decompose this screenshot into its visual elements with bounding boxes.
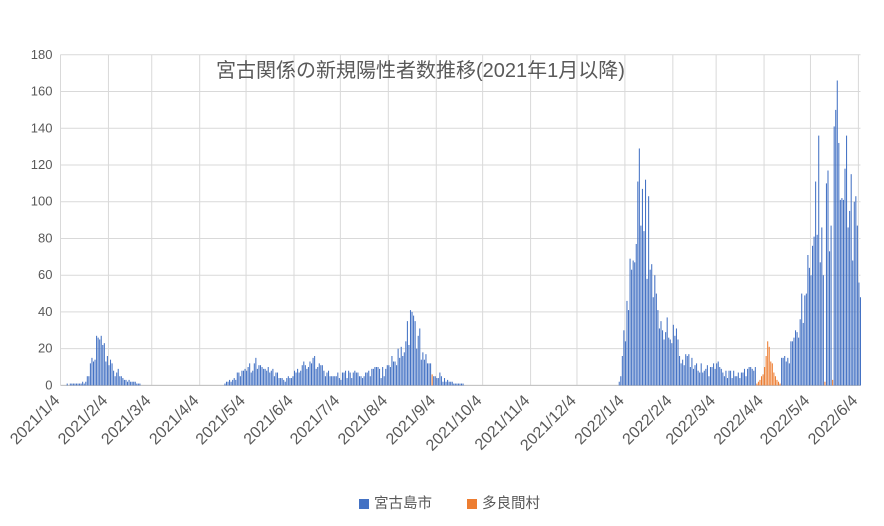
svg-text:160: 160 <box>31 84 53 99</box>
svg-text:宮古島市: 宮古島市 <box>374 495 432 512</box>
svg-text:180: 180 <box>31 47 53 62</box>
svg-text:60: 60 <box>38 267 52 282</box>
svg-text:100: 100 <box>31 194 53 209</box>
svg-text:120: 120 <box>31 157 53 172</box>
svg-text:宮古関係の新規陽性者数推移(2021年1月以降): 宮古関係の新規陽性者数推移(2021年1月以降) <box>216 59 625 82</box>
svg-text:40: 40 <box>38 304 52 319</box>
svg-text:0: 0 <box>45 377 52 392</box>
svg-text:多良間村: 多良間村 <box>482 495 540 512</box>
svg-text:80: 80 <box>38 230 52 245</box>
svg-text:140: 140 <box>31 120 53 135</box>
svg-text:20: 20 <box>38 341 52 356</box>
